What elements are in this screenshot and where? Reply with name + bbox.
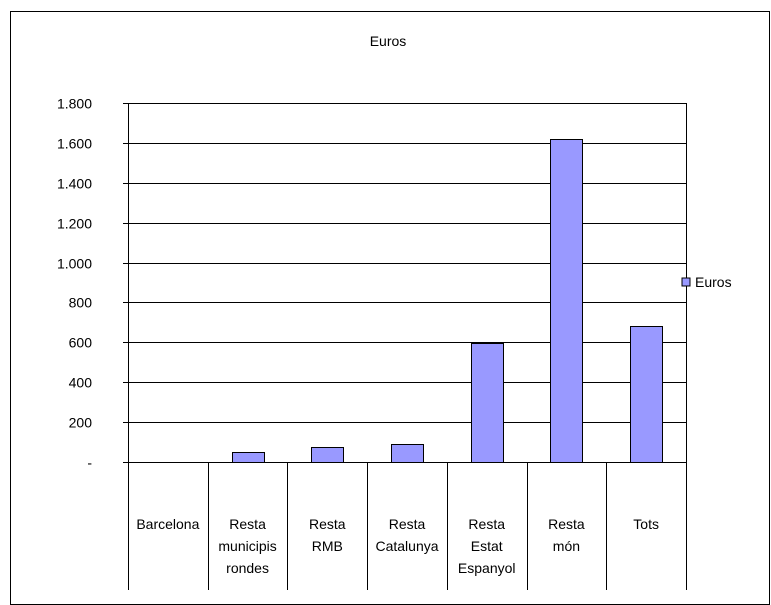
x-category-label: Tots <box>633 516 659 532</box>
bar <box>232 452 265 463</box>
legend-label: Euros <box>695 274 732 290</box>
legend-swatch <box>681 277 691 287</box>
bar <box>550 139 583 463</box>
y-tick-label: 1.400 <box>57 176 92 192</box>
bar <box>391 444 424 463</box>
y-tick-label: 400 <box>69 375 93 391</box>
y-tick-label: 1.000 <box>57 256 92 272</box>
x-category-label: món <box>553 538 580 554</box>
x-category-label: municipis <box>218 538 276 554</box>
x-category-label: Resta <box>468 516 505 532</box>
chart-title: Euros <box>370 33 407 49</box>
category-table: Barcelona Resta municipis rondes Resta RMB Res… <box>136 462 659 590</box>
x-category-label: Resta <box>309 516 346 532</box>
chart-border <box>10 11 770 605</box>
y-axis-tick-labels: - 200 400 600 800 1.000 1.200 1.400 1.600 1.800 <box>57 96 92 471</box>
gridlines <box>123 103 687 590</box>
y-tick-label: 800 <box>69 295 93 311</box>
y-tick-label: 200 <box>69 415 93 431</box>
x-category-label: Catalunya <box>375 538 438 554</box>
x-category-label: Resta <box>229 516 266 532</box>
bar <box>471 343 504 463</box>
x-category-label: Estat <box>471 538 503 554</box>
x-category-label: Resta <box>389 516 426 532</box>
x-category-label: rondes <box>226 560 269 576</box>
bar <box>630 326 663 463</box>
bar <box>311 447 344 463</box>
y-tick-label: 1.200 <box>57 216 92 232</box>
y-tick-label: - <box>87 455 92 471</box>
x-category-label: RMB <box>312 538 343 554</box>
y-tick-label: 600 <box>69 335 93 351</box>
y-tick-label: 1.600 <box>57 136 92 152</box>
legend: Euros <box>681 274 732 290</box>
x-category-label: Barcelona <box>136 516 199 532</box>
y-tick-label: 1.800 <box>57 96 92 112</box>
x-category-label: Resta <box>548 516 585 532</box>
x-category-label: Espanyol <box>458 560 516 576</box>
bars <box>232 139 663 463</box>
